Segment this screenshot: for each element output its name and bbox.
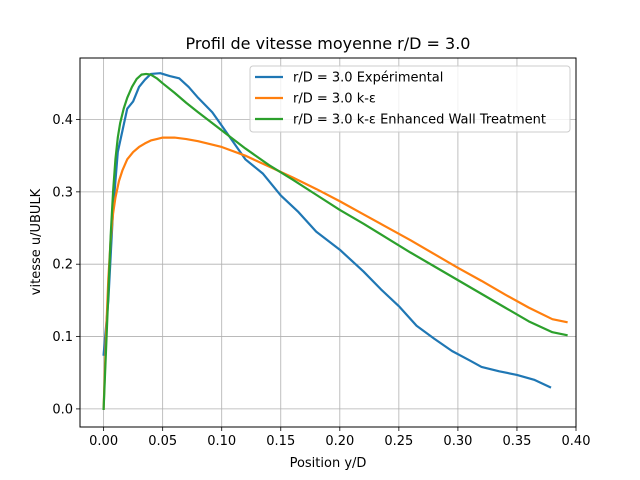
x-axis-label: Position y/D — [290, 456, 367, 471]
legend-label-2: r/D = 3.0 k-ε — [293, 92, 376, 107]
legend-label-3: r/D = 3.0 k-ε Enhanced Wall Treatment — [293, 113, 546, 128]
x-axis-ticks: 0.00 0.05 0.10 0.15 0.20 0.25 0.30 0.35 0.40 — [89, 427, 590, 449]
y-tick-label: 0.2 — [52, 258, 73, 273]
y-tick-label: 0.3 — [52, 185, 73, 200]
y-axis-ticks: 0.0 0.1 0.2 0.3 0.4 — [52, 113, 80, 417]
y-tick-label: 0.0 — [52, 402, 73, 417]
chart-title: Profil de vitesse moyenne r/D = 3.0 — [186, 34, 471, 53]
x-tick-label: 0.05 — [148, 434, 177, 449]
x-tick-label: 0.35 — [502, 434, 531, 449]
x-tick-label: 0.00 — [89, 434, 118, 449]
y-axis-label: vitesse u/UBULK — [29, 188, 44, 295]
x-tick-label: 0.40 — [562, 434, 591, 449]
legend-box — [249, 65, 571, 133]
series-line-1 — [102, 72, 552, 389]
x-tick-label: 0.20 — [325, 434, 354, 449]
series-line-2 — [102, 136, 568, 411]
legend-label-1: r/D = 3.0 Expérimental — [293, 71, 443, 86]
y-tick-label: 0.1 — [52, 330, 73, 345]
plot-frame — [79, 57, 577, 428]
x-tick-label: 0.10 — [207, 434, 236, 449]
x-tick-label: 0.15 — [266, 434, 295, 449]
series-layer — [102, 72, 568, 411]
legend: r/D = 3.0 Expérimental r/D = 3.0 k-ε r/D =… — [249, 65, 571, 133]
y-tick-label: 0.4 — [52, 113, 73, 128]
series-line-3 — [102, 72, 568, 411]
x-tick-label: 0.25 — [384, 434, 413, 449]
x-tick-label: 0.30 — [443, 434, 472, 449]
